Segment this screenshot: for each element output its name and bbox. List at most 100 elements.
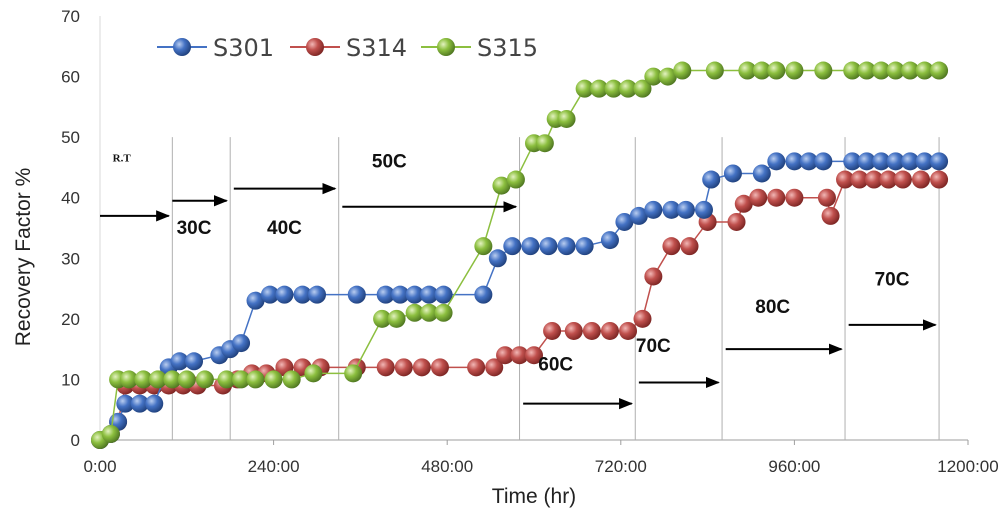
- data-point-s315: [474, 237, 493, 256]
- data-point-s315: [633, 79, 652, 98]
- x-tick-label: 0:00: [83, 457, 116, 476]
- data-point-s315: [752, 61, 771, 80]
- data-point-s301: [901, 152, 920, 171]
- data-point-s315: [373, 309, 392, 328]
- data-point-s301: [694, 200, 713, 219]
- data-point-s315: [857, 61, 876, 80]
- data-point-s301: [405, 285, 424, 304]
- data-point-s315: [535, 134, 554, 153]
- x-tick-label: 480:00: [421, 457, 473, 476]
- x-tick-labels: 0:00 240:00 480:00 720:00 960:00 1200:00: [83, 440, 999, 476]
- data-point-s314: [734, 194, 753, 213]
- data-point-s315: [930, 61, 949, 80]
- data-point-s315: [148, 370, 167, 389]
- data-point-s301: [434, 285, 453, 304]
- data-point-s315: [420, 303, 439, 322]
- data-point-s314: [412, 358, 431, 377]
- data-point-s315: [506, 170, 525, 189]
- data-point-s301: [246, 291, 265, 310]
- stage-label: 70C: [636, 336, 671, 357]
- data-point-s314: [767, 188, 786, 207]
- data-point-s301: [629, 206, 648, 225]
- data-point-s314: [394, 358, 413, 377]
- data-point-s314: [430, 358, 449, 377]
- data-point-s315: [575, 79, 594, 98]
- data-point-s301: [347, 285, 366, 304]
- data-point-s314: [727, 212, 746, 231]
- data-point-s301: [723, 164, 742, 183]
- data-point-s301: [308, 285, 326, 304]
- data-point-s315: [434, 303, 453, 322]
- data-point-s315: [590, 79, 609, 98]
- data-point-s315: [134, 370, 153, 389]
- data-point-s301: [752, 164, 771, 183]
- data-point-s301: [539, 237, 558, 256]
- data-point-s301: [116, 394, 135, 413]
- data-point-s301: [843, 152, 862, 171]
- stage-label: R.T: [113, 152, 132, 164]
- data-point-s314: [485, 358, 504, 377]
- legend: S301 S314 S315: [157, 34, 538, 62]
- legend-marker: [173, 38, 191, 56]
- data-point-s301: [293, 285, 312, 304]
- data-point-s314: [821, 206, 840, 225]
- series: [91, 61, 949, 449]
- stage-label: 70C: [875, 270, 910, 291]
- axes: [99, 16, 968, 441]
- data-point-s314: [619, 321, 638, 340]
- data-point-s314: [510, 346, 529, 365]
- data-point-s314: [543, 321, 562, 340]
- stage-label: 40C: [267, 218, 302, 239]
- data-point-s315: [282, 370, 301, 389]
- data-point-s315: [246, 370, 265, 389]
- data-point-s301: [275, 285, 294, 304]
- data-point-s301: [391, 285, 410, 304]
- data-point-s314: [836, 170, 855, 189]
- series-s315: [91, 61, 949, 449]
- data-point-s315: [344, 364, 363, 383]
- data-point-s301: [799, 152, 818, 171]
- x-tick-label: 960:00: [768, 457, 820, 476]
- data-point-s301: [676, 200, 695, 219]
- data-point-s301: [260, 285, 279, 304]
- data-point-s315: [405, 303, 424, 322]
- data-point-s314: [600, 321, 619, 340]
- stage-arrows: [100, 183, 937, 410]
- stage-labels: R.T 30C 40C 50C 60C 70C 80C 70C: [113, 151, 910, 375]
- legend-item-s314: S314: [290, 34, 407, 62]
- y-tick-label: 70: [61, 7, 80, 26]
- x-tick-label: 720:00: [595, 457, 647, 476]
- data-point-s315: [843, 61, 862, 80]
- data-point-s314: [930, 170, 949, 189]
- data-point-s315: [557, 109, 576, 128]
- data-point-s301: [575, 237, 594, 256]
- y-tick-label: 40: [61, 189, 80, 208]
- data-point-s301: [767, 152, 786, 171]
- data-point-s301: [376, 285, 395, 304]
- data-point-s314: [850, 170, 869, 189]
- data-point-s301: [662, 200, 681, 219]
- legend-item-s301: S301: [157, 34, 274, 62]
- y-tick-label: 30: [61, 249, 80, 268]
- data-point-s314: [911, 170, 930, 189]
- data-point-s315: [658, 67, 677, 86]
- legend-label: S301: [213, 34, 274, 62]
- data-point-s301: [915, 152, 934, 171]
- data-point-s315: [814, 61, 833, 80]
- data-point-s301: [814, 152, 833, 171]
- y-tick-label: 60: [61, 68, 80, 87]
- y-axis-title: Recovery Factor %: [12, 168, 35, 347]
- data-point-s314: [662, 237, 681, 256]
- data-point-s314: [633, 309, 652, 328]
- data-point-s301: [886, 152, 905, 171]
- stage-label: 30C: [177, 218, 212, 239]
- stage-label: 50C: [372, 151, 407, 172]
- data-point-s301: [488, 249, 507, 268]
- data-point-s314: [785, 188, 804, 207]
- data-point-s315: [387, 309, 406, 328]
- data-point-s301: [615, 212, 634, 231]
- data-point-s315: [177, 370, 196, 389]
- data-point-s314: [879, 170, 898, 189]
- data-point-s315: [217, 370, 236, 389]
- data-point-s301: [557, 237, 576, 256]
